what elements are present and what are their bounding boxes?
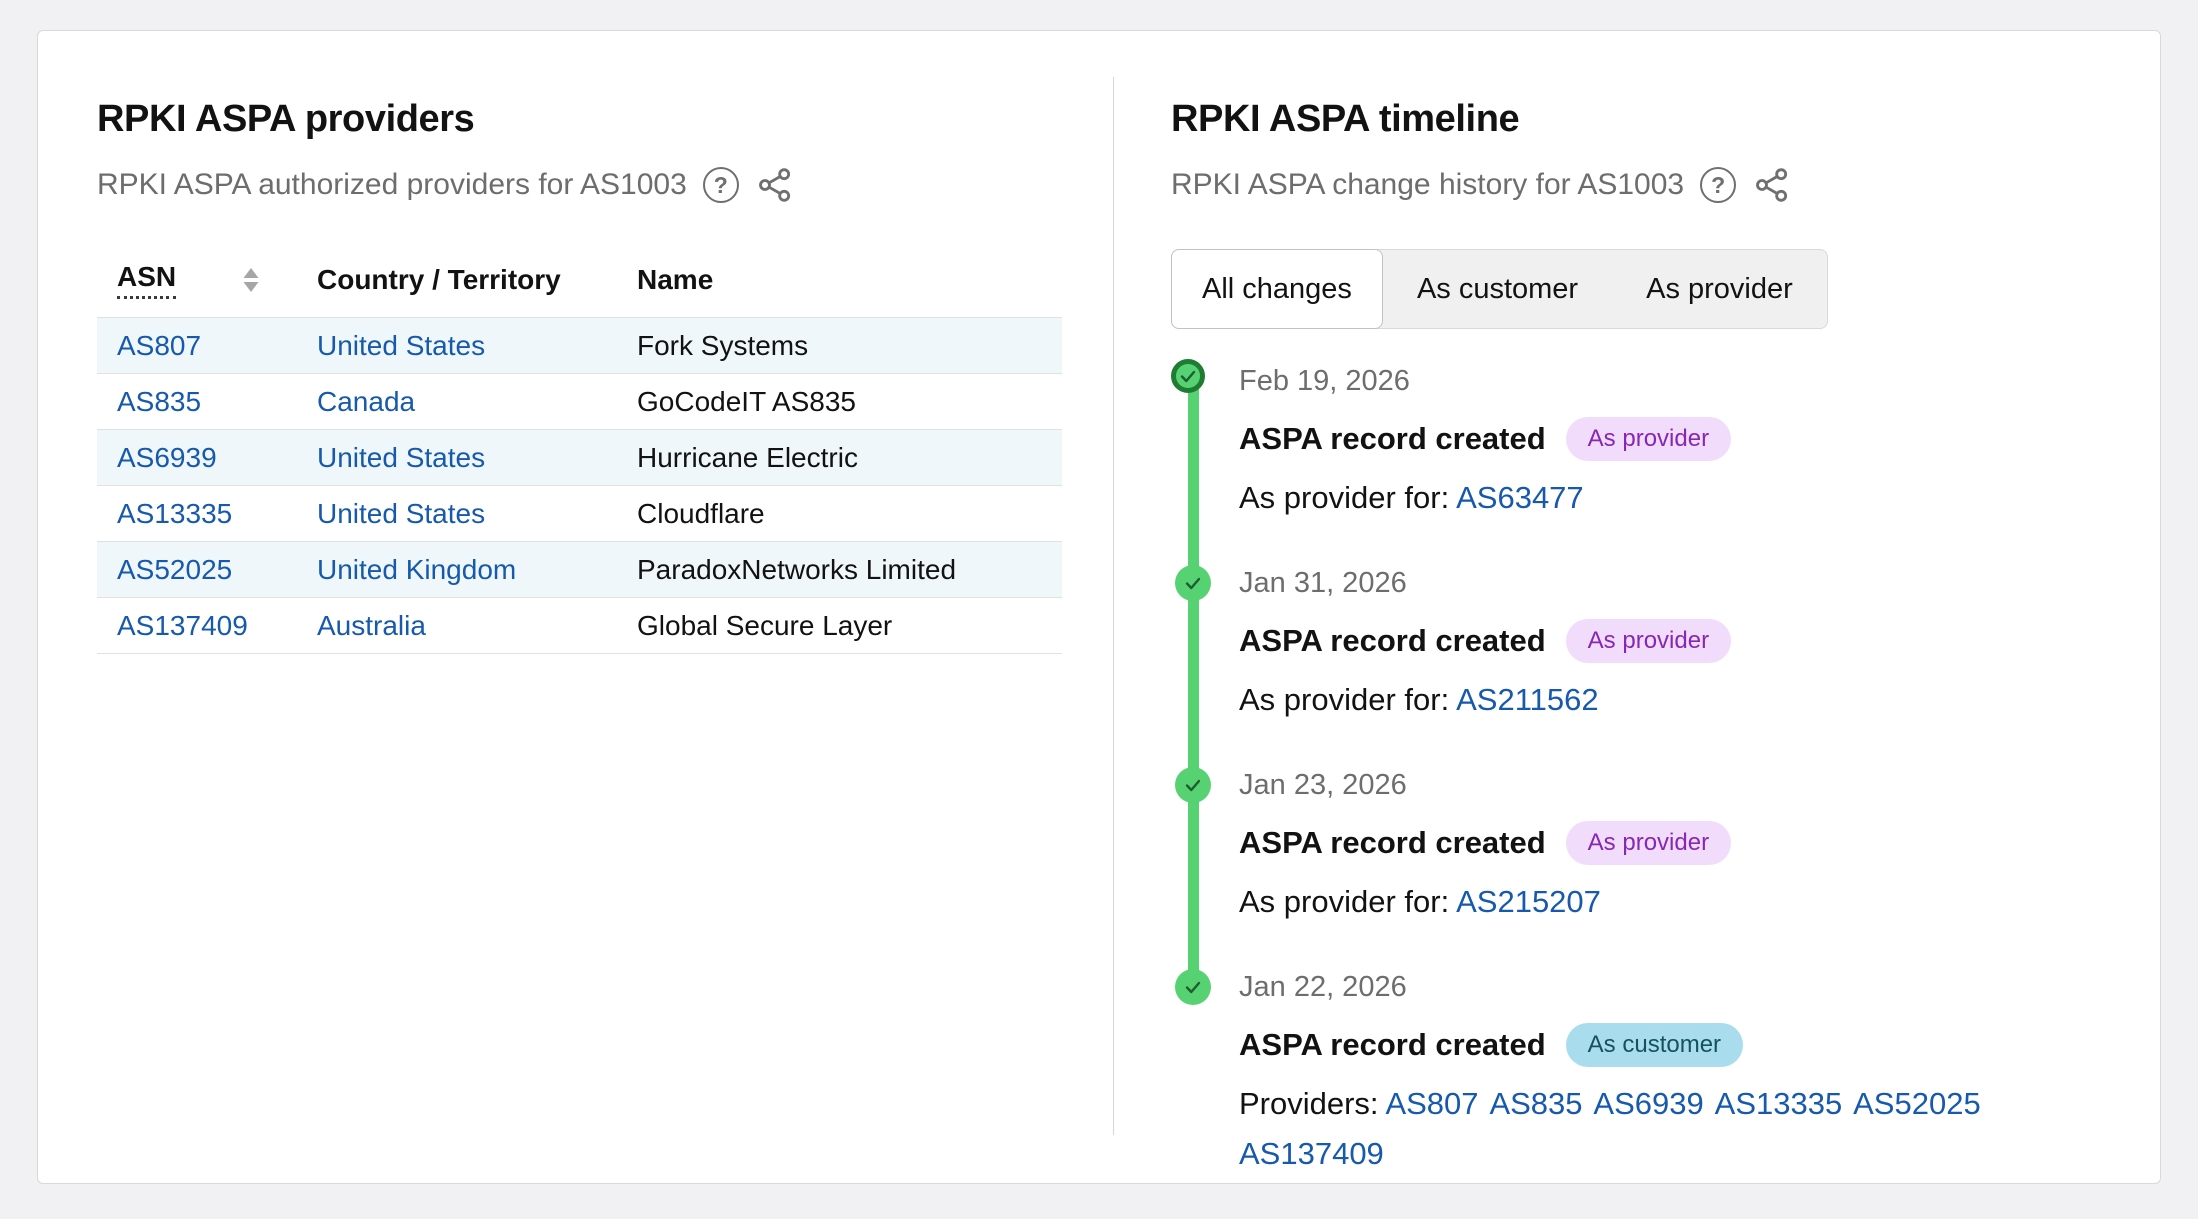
main-card: RPKI ASPA providers RPKI ASPA authorized… <box>37 30 2161 1184</box>
name-column-header: Name <box>637 264 714 295</box>
entry-detail-label: Providers: <box>1239 1086 1379 1121</box>
entry-detail-label: As provider for: <box>1239 682 1450 717</box>
asn-link[interactable]: AS52025 <box>1853 1086 1981 1121</box>
entry-event-title: ASPA record created <box>1239 421 1546 456</box>
as-provider-badge: As provider <box>1565 417 1732 461</box>
providers-table-header-row: ASN Country / Territory Name <box>97 259 1062 318</box>
timeline-filter-tabs: All changes As customer As provider <box>1171 249 1828 329</box>
country-link[interactable]: United States <box>317 441 486 473</box>
country-link[interactable]: Canada <box>317 385 416 417</box>
help-icon[interactable]: ? <box>1700 167 1737 203</box>
entry-date: Jan 31, 2026 <box>1239 567 1407 599</box>
asn-link[interactable]: AS13335 <box>1714 1086 1843 1121</box>
timeline-entry: Jan 22, 2026 ASPA record created As cust… <box>1171 967 2100 1219</box>
timeline-entry: Jan 23, 2026 ASPA record created As prov… <box>1171 765 2100 987</box>
tab-as-provider[interactable]: As provider <box>1646 273 1793 305</box>
country-link[interactable]: United States <box>317 497 486 529</box>
table-row: AS137409 Australia Global Secure Layer <box>97 597 1062 654</box>
asn-sort-header[interactable]: ASN <box>117 261 260 299</box>
entry-event-title: ASPA record created <box>1239 623 1546 658</box>
entry-date: Feb 19, 2026 <box>1239 365 1410 397</box>
provider-name: Hurricane Electric <box>617 429 1062 486</box>
asn-link[interactable]: AS52025 <box>117 553 233 585</box>
asn-link[interactable]: AS13335 <box>117 497 233 529</box>
sort-icon[interactable] <box>242 267 260 293</box>
entry-detail-label: As provider for: <box>1239 480 1450 515</box>
asn-link[interactable]: AS835 <box>117 385 202 417</box>
as-provider-badge: As provider <box>1565 619 1732 663</box>
panel-divider <box>1113 77 1114 1135</box>
country-link[interactable]: United Kingdom <box>317 553 517 585</box>
providers-subtitle: RPKI ASPA authorized providers for AS100… <box>97 168 687 201</box>
entry-event-title: ASPA record created <box>1239 825 1546 860</box>
asn-link[interactable]: AS807 <box>117 329 202 361</box>
asn-link[interactable]: AS137409 <box>1239 1136 1384 1171</box>
providers-title: RPKI ASPA providers <box>97 98 475 140</box>
entry-date: Jan 22, 2026 <box>1239 971 1407 1003</box>
country-link[interactable]: Australia <box>317 609 426 641</box>
asn-link[interactable]: AS137409 <box>117 609 248 641</box>
timeline: Feb 19, 2026 ASPA record created As prov… <box>1171 359 2100 1219</box>
timeline-entry: Jan 31, 2026 ASPA record created As prov… <box>1171 563 2100 785</box>
providers-panel: RPKI ASPA providers RPKI ASPA authorized… <box>38 31 1113 1183</box>
timeline-panel: RPKI ASPA timeline RPKI ASPA change hist… <box>1114 31 2160 1183</box>
timeline-subtitle: RPKI ASPA change history for AS1003 <box>1171 168 1685 201</box>
entry-detail-label: As provider for: <box>1239 884 1450 919</box>
provider-name: Cloudflare <box>617 485 1062 542</box>
provider-name: Fork Systems <box>617 317 1062 374</box>
table-row: AS52025 United Kingdom ParadoxNetworks L… <box>97 541 1062 598</box>
asn-column-header: ASN <box>117 261 177 299</box>
asn-link[interactable]: AS807 <box>1385 1086 1479 1121</box>
check-icon <box>1175 767 1211 803</box>
provider-name: ParadoxNetworks Limited <box>617 541 1062 598</box>
as-customer-badge: As customer <box>1565 1023 1744 1067</box>
as-provider-badge: As provider <box>1565 821 1732 865</box>
tab-all-changes[interactable]: All changes <box>1171 249 1383 329</box>
asn-link[interactable]: AS6939 <box>1593 1086 1704 1121</box>
asn-link[interactable]: AS63477 <box>1456 480 1584 515</box>
country-link[interactable]: United States <box>317 329 486 361</box>
table-row: AS13335 United States Cloudflare <box>97 485 1062 542</box>
provider-name: Global Secure Layer <box>617 597 1062 654</box>
help-icon[interactable]: ? <box>702 167 739 203</box>
asn-link[interactable]: AS835 <box>1489 1086 1583 1121</box>
tab-as-customer[interactable]: As customer <box>1416 273 1579 305</box>
asn-link[interactable]: AS215207 <box>1456 884 1601 919</box>
country-column-header: Country / Territory <box>317 264 561 295</box>
check-icon <box>1171 359 1205 393</box>
timeline-title: RPKI ASPA timeline <box>1171 98 1520 140</box>
check-icon <box>1175 565 1211 601</box>
asn-link[interactable]: AS211562 <box>1456 682 1599 717</box>
check-icon <box>1175 969 1211 1005</box>
entry-date: Jan 23, 2026 <box>1239 769 1407 801</box>
provider-name: GoCodeIT AS835 <box>617 373 1062 430</box>
share-icon[interactable] <box>755 165 795 205</box>
timeline-entry: Feb 19, 2026 ASPA record created As prov… <box>1171 359 2100 583</box>
providers-table: ASN Country / Territory Name <box>97 259 1062 654</box>
share-icon[interactable] <box>1752 165 1792 205</box>
table-row: AS835 Canada GoCodeIT AS835 <box>97 373 1062 430</box>
table-row: AS6939 United States Hurricane Electric <box>97 429 1062 486</box>
entry-event-title: ASPA record created <box>1239 1027 1546 1062</box>
asn-link[interactable]: AS6939 <box>117 441 217 473</box>
table-row: AS807 United States Fork Systems <box>97 317 1062 374</box>
